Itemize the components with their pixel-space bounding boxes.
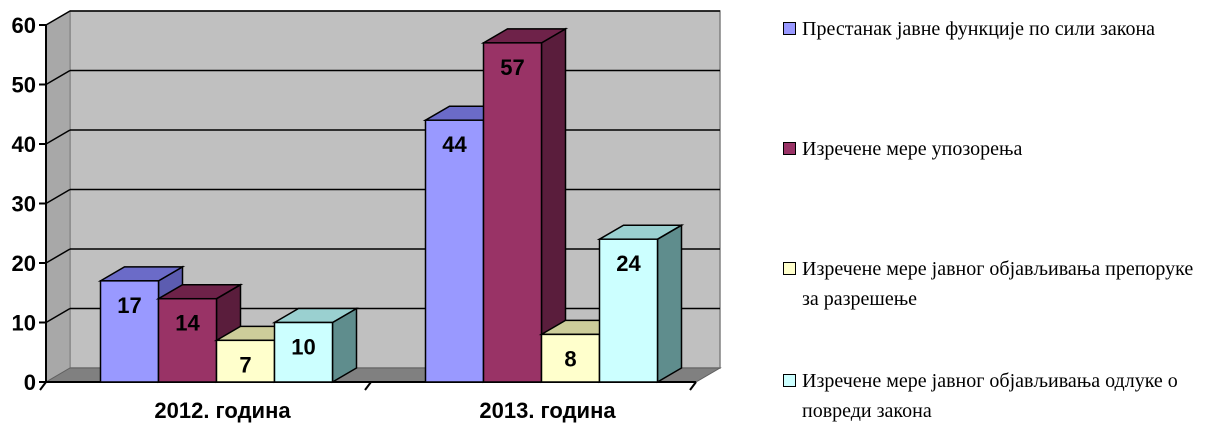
data-label: 57 xyxy=(500,55,524,80)
data-label: 10 xyxy=(291,335,315,360)
legend-swatch-2 xyxy=(783,142,796,155)
data-label: 8 xyxy=(564,346,576,371)
x-category-label: 2012. година xyxy=(154,398,291,423)
y-tick-label: 0 xyxy=(24,370,36,395)
legend-item-3: Изречене мере јавног објављивања препору… xyxy=(783,254,1203,314)
y-tick-label: 60 xyxy=(12,13,36,38)
legend-label-3: Изречене мере јавног објављивања препору… xyxy=(802,258,1194,310)
gridline-side xyxy=(45,248,71,264)
data-label: 24 xyxy=(616,251,641,276)
bar xyxy=(540,333,601,383)
legend-label-4: Изречене мере јавног објављивања одлуке … xyxy=(802,370,1178,422)
y-tick-label: 50 xyxy=(12,73,36,98)
gridline-side xyxy=(45,188,71,205)
data-labels: 17 14 7 10 44 57 8 24 xyxy=(117,55,641,378)
data-label: 17 xyxy=(117,293,141,318)
bar xyxy=(273,321,334,383)
legend-label-2: Изречене мере упозорења xyxy=(802,138,1023,160)
legend-item-2: Изречене мере упозорења xyxy=(783,134,1203,164)
data-label: 44 xyxy=(442,132,467,157)
y-tick-label: 30 xyxy=(12,192,36,217)
bar xyxy=(482,42,543,383)
x-tick-mark xyxy=(689,381,697,391)
gridline-side xyxy=(45,129,71,145)
legend-item-1: Престанак јавне функције по сили закона xyxy=(783,14,1203,44)
bar xyxy=(215,339,276,383)
y-tick-label: 40 xyxy=(12,132,36,157)
legend-swatch-1 xyxy=(783,22,796,35)
gridline-side xyxy=(45,10,71,26)
legend-label-1: Престанак јавне функције по сили закона xyxy=(802,18,1156,40)
legend-swatch-4 xyxy=(783,374,796,387)
legend: Престанак јавне функције по сили закона … xyxy=(783,14,1203,424)
x-tick-mark xyxy=(364,381,372,391)
x-tick-mark xyxy=(39,381,47,391)
data-label: 7 xyxy=(239,352,251,377)
x-category-label: 2013. година xyxy=(479,398,616,423)
bar xyxy=(598,238,659,383)
legend-swatch-3 xyxy=(783,262,796,275)
bar xyxy=(157,297,218,383)
y-tick-label: 10 xyxy=(12,311,36,336)
y-tick-label: 20 xyxy=(12,251,36,276)
gridline-side xyxy=(45,307,71,324)
bars xyxy=(97,27,685,384)
y-axis-ticks: 0 10 20 30 40 50 60 xyxy=(12,13,697,395)
x-axis-categories: 2012. година 2013. година xyxy=(154,398,616,423)
bar-side xyxy=(656,223,683,384)
data-label: 14 xyxy=(175,311,200,336)
bar xyxy=(424,119,485,383)
gridline-side xyxy=(45,69,71,86)
legend-item-4: Изречене мере јавног објављивања одлуке … xyxy=(783,366,1203,426)
bar xyxy=(99,280,160,383)
